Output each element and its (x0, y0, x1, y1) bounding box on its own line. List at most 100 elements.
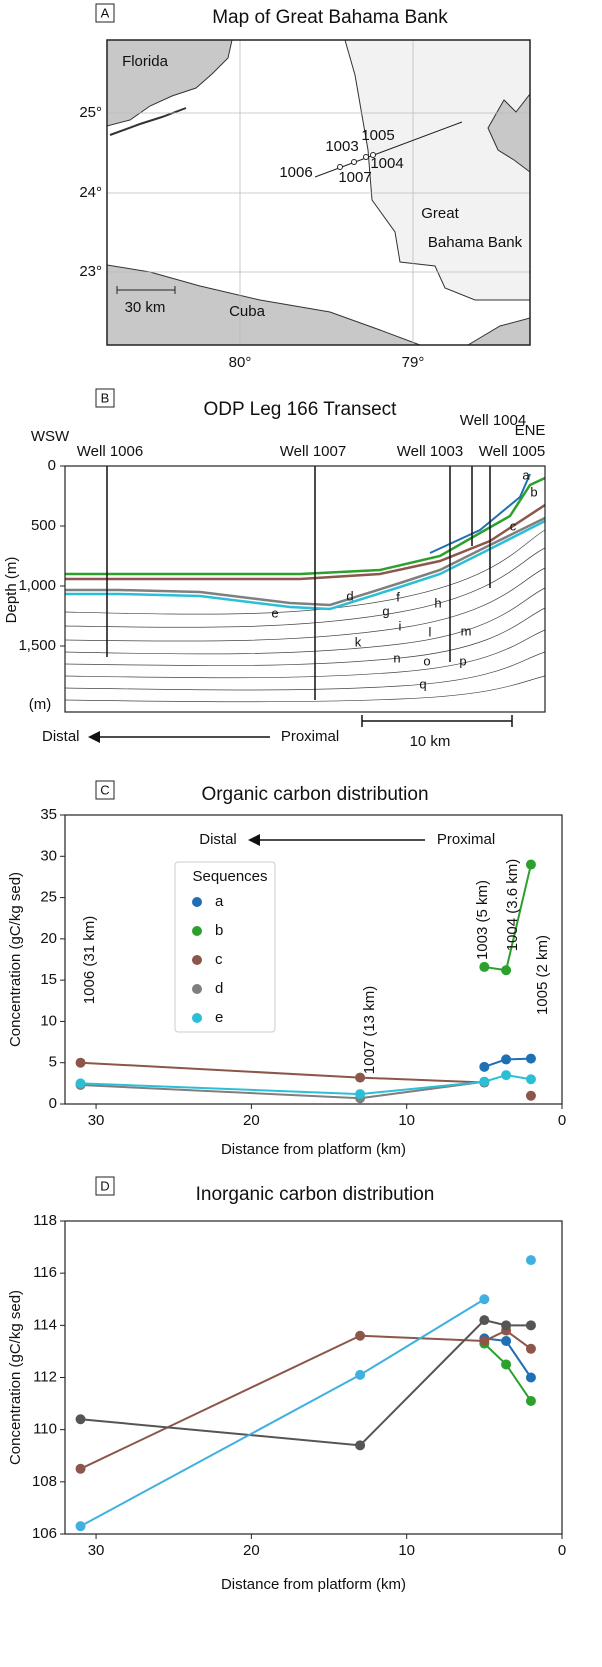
legend-marker (192, 955, 202, 965)
data-point (525, 1395, 536, 1406)
legend-marker (192, 1013, 202, 1023)
data-point (525, 1090, 536, 1101)
data-point (525, 859, 536, 870)
plot-frame (64, 814, 563, 1105)
y-tick-label: 25 (40, 889, 57, 906)
sequence-label: g (382, 603, 389, 618)
reflector (64, 607, 546, 666)
arrow-head (88, 731, 100, 743)
series-line (81, 1063, 531, 1096)
map-label: Florida (122, 53, 169, 70)
data-point (75, 1414, 86, 1425)
y-tick-label: 116 (33, 1264, 57, 1281)
data-point (525, 1074, 536, 1085)
wells (106, 466, 491, 700)
well-label: 1003 (325, 138, 358, 155)
axis-unit: (m) (29, 696, 52, 713)
y-tick-label: 500 (31, 517, 56, 534)
sequence-label: k (355, 634, 362, 649)
data-point (355, 1440, 366, 1451)
y-tick-label: 108 (32, 1473, 57, 1490)
data-point (479, 1294, 490, 1305)
sequence-label: b (530, 484, 537, 499)
legend-title: Sequences (192, 868, 267, 885)
data-point (75, 1463, 86, 1474)
sequence-label: h (434, 595, 441, 610)
data-point (355, 1072, 366, 1083)
data-point (75, 1078, 86, 1089)
plot-frame (64, 1220, 563, 1535)
y-tick-label: 112 (33, 1368, 57, 1385)
reflector (64, 567, 546, 642)
y-tick-label: 114 (33, 1316, 57, 1333)
direction-label: Distal (199, 831, 237, 848)
well-label: Well 1006 (77, 443, 143, 460)
legend-label: c (215, 951, 223, 968)
data-point (525, 1053, 536, 1064)
sequence-label: p (459, 653, 466, 668)
x-tick-label: 0 (558, 1542, 566, 1559)
well-label: Well 1005 (479, 443, 545, 460)
data-point (501, 1335, 512, 1346)
transect-panel: B ODP Leg 166 Transect WSW ENE Well 1006… (3, 388, 546, 750)
direction-label: Proximal (281, 728, 339, 745)
lon-label: 79° (402, 354, 425, 371)
lat-label: 25° (79, 104, 102, 121)
panel-letter: D (100, 1178, 109, 1193)
x-axis-label: Distance from platform (km) (221, 1576, 406, 1593)
chart-title: Inorganic carbon distribution (196, 1184, 435, 1205)
well-label: Well 1007 (280, 443, 346, 460)
y-axis-label: Concentration (gC/kg sed) (7, 872, 24, 1047)
data-point (501, 1070, 512, 1081)
scale-label: 10 km (410, 733, 451, 750)
transect-frame (64, 465, 546, 713)
reflector (64, 675, 546, 703)
x-tick-label: 0 (558, 1112, 566, 1129)
data-point (75, 1057, 86, 1068)
series-line (483, 1342, 532, 1402)
horizon (65, 476, 546, 576)
sequence-label: c (510, 518, 517, 533)
direction-label: Proximal (437, 831, 495, 848)
y-tick-label: 1,500 (18, 637, 56, 654)
panel-letter-box (95, 388, 115, 408)
x-tick-label: 30 (88, 1112, 105, 1129)
x-axis-label: Distance from platform (km) (221, 1141, 406, 1158)
sequence-label: e (271, 605, 278, 620)
map-frame (106, 39, 531, 346)
reflector (64, 629, 546, 679)
data-point (501, 1054, 512, 1065)
sequence-label: d (346, 588, 353, 603)
x-tick-label: 30 (88, 1542, 105, 1559)
legend-label: b (215, 922, 223, 939)
axis-label: Depth (m) (3, 557, 20, 624)
chart-title: Organic carbon distribution (201, 784, 428, 805)
series-line (80, 1080, 485, 1100)
data-point (479, 1335, 490, 1346)
sequence-label: a (522, 467, 530, 482)
panel-letter-box (95, 1176, 115, 1196)
well-label: Well 1004 (460, 412, 526, 429)
map-label: Great (421, 205, 459, 222)
well-label: 1007 (338, 169, 371, 186)
series-line (81, 1260, 531, 1526)
legend-box (174, 861, 276, 1033)
map-label: Cuba (229, 303, 266, 320)
reflector (64, 547, 546, 628)
annotation: 1006 (31 km) (81, 916, 98, 1004)
legend-label: e (215, 1009, 223, 1026)
horizon (65, 519, 546, 611)
well-label: Well 1003 (397, 443, 463, 460)
lat-label: 24° (79, 184, 102, 201)
x-tick-label: 10 (398, 1542, 415, 1559)
y-tick-label: 0 (49, 1095, 57, 1112)
data-point (355, 1369, 366, 1380)
data-point (501, 1359, 512, 1370)
y-tick-label: 10 (40, 1012, 57, 1029)
panel-letter: C (100, 782, 109, 797)
horizon (65, 503, 546, 581)
well-site (370, 152, 376, 158)
panel-title: Map of Great Bahama Bank (212, 7, 448, 28)
scale-label: 30 km (125, 299, 166, 316)
x-tick-label: 20 (243, 1112, 260, 1129)
